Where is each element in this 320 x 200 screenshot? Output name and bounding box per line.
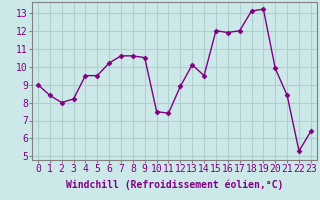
X-axis label: Windchill (Refroidissement éolien,°C): Windchill (Refroidissement éolien,°C) (66, 180, 283, 190)
